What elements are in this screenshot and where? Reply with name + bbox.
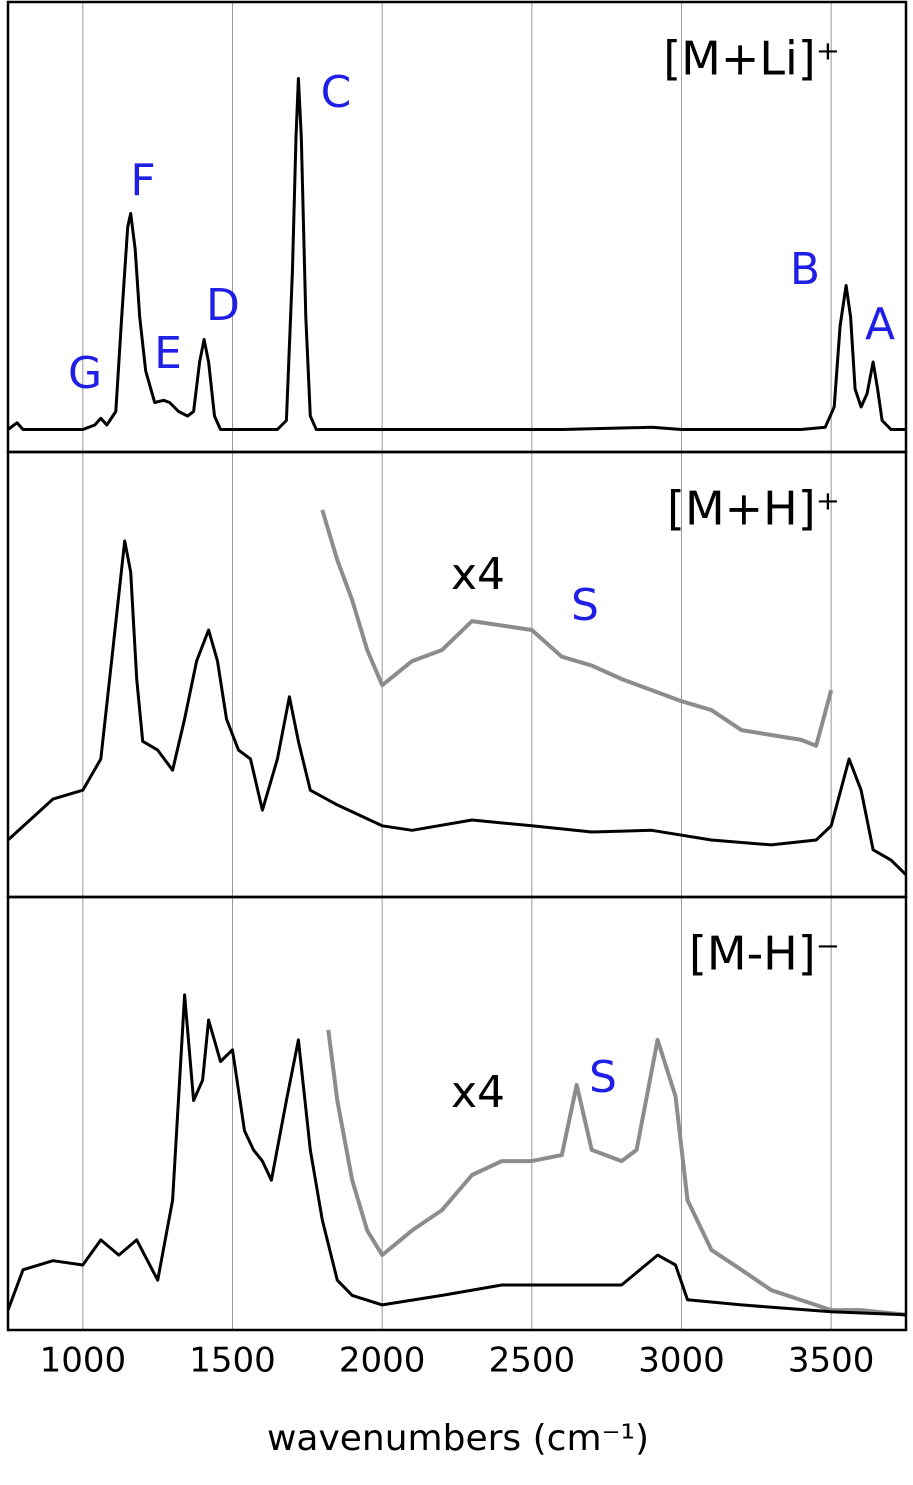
panel-label: [M+H]⁺: [667, 482, 840, 536]
panel-frame: [6, 895, 908, 1332]
annotation: C: [321, 67, 352, 118]
panel-label: [M+Li]⁺: [663, 32, 840, 86]
annotation: x4: [451, 549, 505, 600]
annotation: S: [571, 580, 599, 631]
spectrum-line: [326, 1029, 907, 1317]
x-tick-label: 1500: [189, 1341, 276, 1381]
annotation: x4: [451, 1067, 505, 1118]
spectrum-line: [6, 993, 907, 1317]
annotation: E: [154, 328, 182, 379]
x-tick-label: 2500: [489, 1341, 576, 1381]
annotation: F: [130, 155, 155, 206]
x-tick-label: 1000: [40, 1341, 127, 1381]
x-axis-label: wavenumbers (cm⁻¹): [267, 1418, 649, 1459]
spectrum-line: [320, 509, 834, 748]
spectrum-line: [7, 77, 906, 431]
spectrum-line: [6, 539, 908, 876]
x-tick-label: 2000: [339, 1341, 426, 1381]
annotation: G: [68, 348, 102, 399]
x-tick-label: 3500: [788, 1341, 875, 1381]
annotation: D: [206, 280, 240, 331]
panel-label: [M-H]⁻: [689, 927, 840, 981]
annotation: B: [790, 244, 820, 295]
annotation: A: [865, 299, 895, 350]
annotation: S: [589, 1052, 617, 1103]
x-tick-label: 3000: [638, 1341, 725, 1381]
